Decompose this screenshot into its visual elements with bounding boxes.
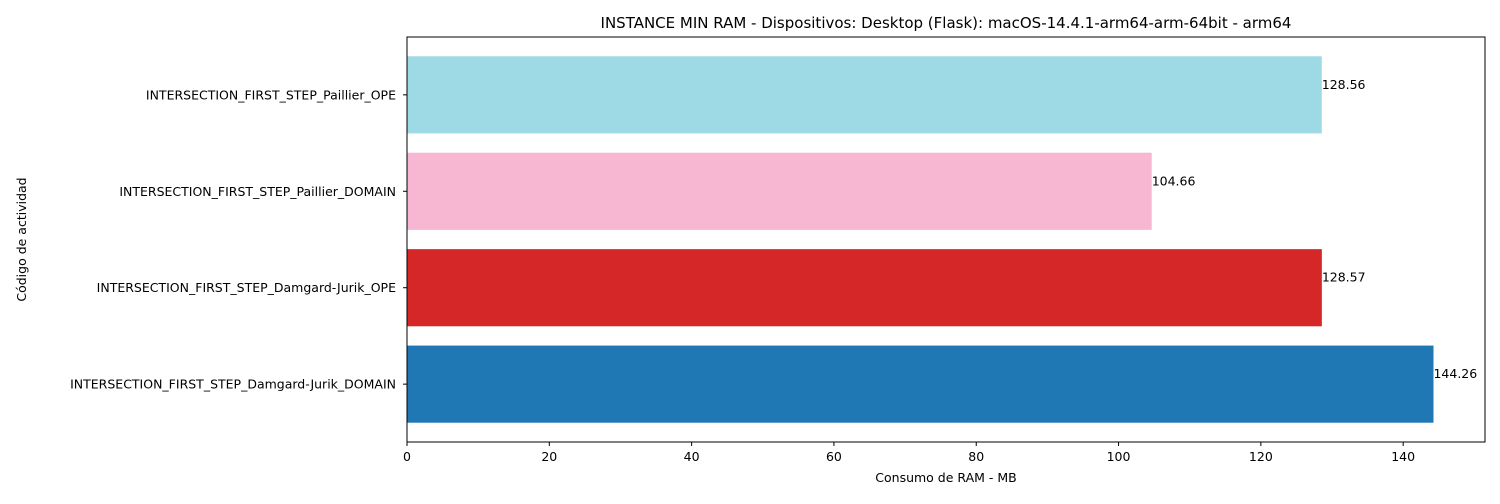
x-axis-label: Consumo de RAM - MB: [875, 470, 1016, 485]
value-label-intersection-first-step-paillier-domain: 104.66: [1152, 173, 1196, 188]
category-label-intersection-first-step-paillier-ope: INTERSECTION_FIRST_STEP_Paillier_OPE: [146, 87, 396, 102]
value-label-intersection-first-step-paillier-ope: 128.56: [1322, 77, 1366, 92]
x-tick-label: 100: [1107, 449, 1131, 464]
plot-area-frame: [406, 36, 1486, 443]
x-tick-label: 80: [968, 449, 984, 464]
category-labels-layer: INTERSECTION_FIRST_STEP_Damgard-Jurik_DO…: [70, 87, 407, 392]
value-labels-layer: 144.26 128.57 104.66 128.56: [1152, 77, 1478, 381]
x-tick-label: 60: [826, 449, 842, 464]
x-tick-label: 120: [1249, 449, 1273, 464]
y-axis-label: Código de actividad: [14, 177, 29, 301]
category-label-intersection-first-step-damgard-jurik-domain: INTERSECTION_FIRST_STEP_Damgard-Jurik_DO…: [70, 377, 396, 392]
x-tick-label: 140: [1391, 449, 1415, 464]
bar-intersection-first-step-damgard-jurik-domain: [407, 345, 1434, 423]
bar-intersection-first-step-damgard-jurik-ope: [407, 249, 1322, 327]
x-tick-label: 40: [684, 449, 700, 464]
x-axis-ticks: 0 20 40 60 80 100 120 140: [403, 442, 1415, 464]
category-label-intersection-first-step-damgard-jurik-ope: INTERSECTION_FIRST_STEP_Damgard-Jurik_OP…: [97, 280, 396, 295]
chart-title: INSTANCE MIN RAM - Dispositivos: Desktop…: [601, 14, 1292, 32]
value-label-intersection-first-step-damgard-jurik-domain: 144.26: [1433, 366, 1477, 381]
x-tick-label: 20: [541, 449, 557, 464]
bar-intersection-first-step-paillier-domain: [407, 152, 1152, 230]
bar-intersection-first-step-paillier-ope: [407, 56, 1322, 134]
x-tick-label: 0: [403, 449, 411, 464]
bars-layer: [407, 56, 1434, 423]
category-label-intersection-first-step-paillier-domain: INTERSECTION_FIRST_STEP_Paillier_DOMAIN: [119, 184, 396, 199]
value-label-intersection-first-step-damgard-jurik-ope: 128.57: [1322, 270, 1366, 285]
